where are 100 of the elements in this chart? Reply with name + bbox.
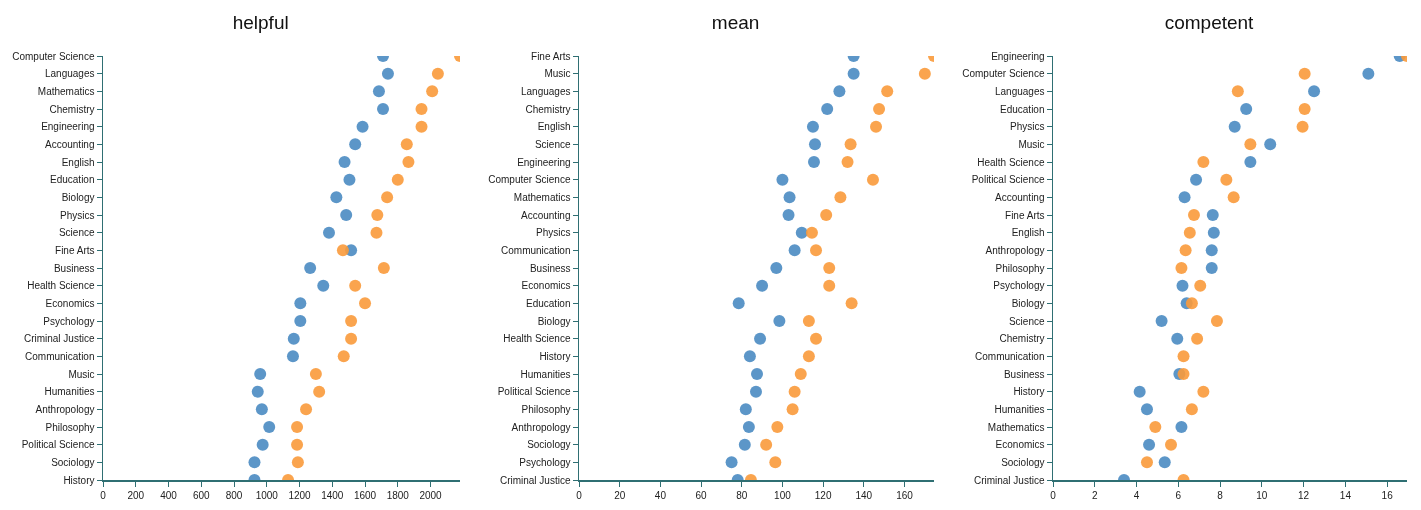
x-tick-label: 200 [127, 489, 145, 501]
y-tick-label: Psychology [43, 315, 95, 327]
y-tick-label: Education [526, 297, 571, 309]
point [372, 85, 385, 98]
point [773, 315, 786, 327]
point [1220, 173, 1233, 186]
point [794, 368, 807, 380]
point [300, 403, 313, 416]
x-tick-label: 1200 [288, 489, 312, 501]
point [1190, 173, 1203, 186]
y-tick-label: English [1011, 227, 1045, 239]
point [254, 368, 267, 380]
point [317, 279, 330, 292]
y-tick-label: Science [1008, 315, 1045, 327]
point [256, 438, 269, 451]
point [248, 456, 261, 469]
point [1175, 262, 1188, 274]
y-tick-label: History [1013, 386, 1045, 398]
point [806, 120, 819, 133]
point [1244, 156, 1257, 168]
point [1197, 385, 1210, 398]
point [870, 120, 883, 133]
y-tick-label: Health Science [27, 280, 95, 292]
x-tick-label: 100 [774, 489, 792, 501]
y-tick-label: Health Science [503, 333, 571, 345]
point [1187, 209, 1200, 221]
point [841, 156, 854, 168]
point [788, 385, 801, 398]
y-tick-label: Computer Science [488, 174, 571, 186]
point [881, 85, 894, 98]
point [1133, 385, 1146, 398]
y-tick-label: Music [68, 368, 95, 380]
point [356, 120, 369, 133]
point [391, 173, 404, 186]
y-tick-label: Philosophy [521, 403, 571, 415]
y-tick-label: Communication [501, 244, 571, 256]
y-tick-label: Languages [45, 68, 95, 80]
x-tick-label: 40 [654, 489, 667, 501]
point [809, 138, 821, 151]
x-tick-label: 14 [1339, 489, 1352, 501]
point [337, 350, 350, 363]
point [370, 226, 383, 239]
point [866, 173, 879, 186]
point [1175, 421, 1188, 433]
point [1206, 209, 1219, 221]
y-tick-label: Mathematics [987, 421, 1045, 433]
point [1205, 262, 1218, 274]
y-tick-label: Economics [45, 297, 95, 309]
point [377, 103, 390, 115]
point [1178, 191, 1191, 204]
point [821, 103, 834, 115]
y-tick-label: Philosophy [995, 262, 1045, 274]
y-tick-label: Political Science [21, 439, 95, 451]
y-tick-label: Music [1018, 138, 1045, 150]
point [810, 244, 823, 257]
x-tick-label: 600 [192, 489, 211, 501]
point [1171, 332, 1184, 345]
y-tick-label: Criminal Justice [973, 474, 1045, 486]
point [1362, 67, 1375, 80]
point [255, 403, 268, 416]
y-tick-label: Mathematics [37, 85, 95, 97]
x-tick-label: 10 [1256, 489, 1268, 501]
point [1179, 244, 1192, 257]
point [810, 332, 823, 345]
point [1244, 138, 1257, 151]
point [807, 156, 820, 168]
point [844, 138, 857, 151]
point [1165, 438, 1177, 451]
point [431, 67, 444, 80]
point [1296, 120, 1309, 133]
point [1298, 103, 1311, 115]
point [732, 297, 745, 310]
point [1185, 403, 1198, 416]
point [1183, 226, 1196, 239]
chart-title: mean [711, 11, 760, 33]
y-tick-label: Chemistry [999, 333, 1045, 345]
y-tick-label: Physics [1010, 121, 1045, 133]
point [1191, 332, 1204, 345]
point [343, 173, 356, 186]
point [1207, 226, 1220, 239]
y-tick-label: Fine Arts [55, 244, 95, 256]
point [291, 456, 304, 469]
point [263, 421, 276, 433]
point [788, 244, 801, 257]
point [286, 350, 299, 363]
y-tick-label: Chemistry [49, 103, 95, 115]
y-tick-label: Economics [995, 439, 1045, 451]
point [847, 67, 860, 80]
point [251, 385, 264, 398]
point [750, 385, 762, 398]
y-tick-label: Engineering [991, 50, 1045, 62]
point [845, 297, 858, 310]
point [823, 262, 836, 274]
point [381, 191, 394, 204]
y-tick-label: Psychology [519, 456, 571, 468]
point [1140, 403, 1153, 416]
point [313, 385, 326, 398]
y-tick-label: History [539, 350, 571, 362]
x-tick-label: 8 [1217, 489, 1224, 501]
point [1240, 103, 1253, 115]
